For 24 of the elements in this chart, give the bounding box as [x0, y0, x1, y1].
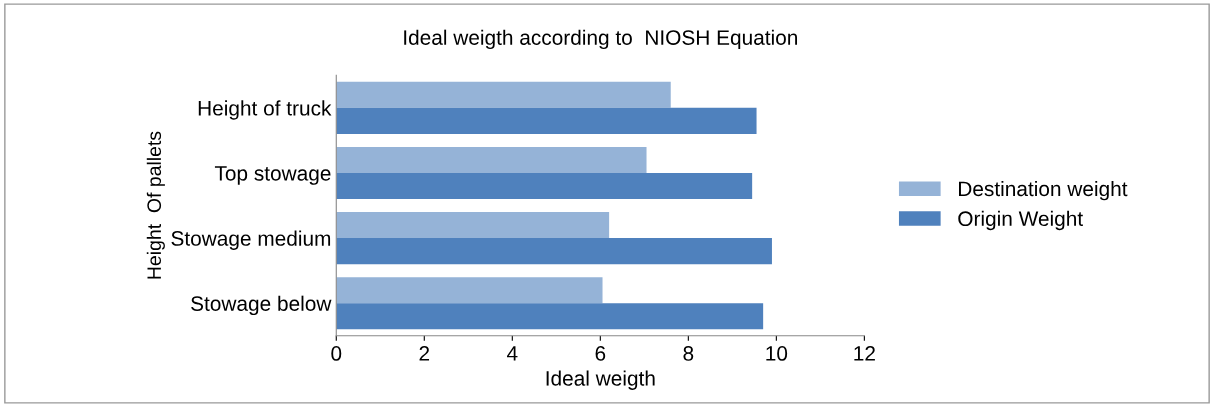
x-tick-label: 4 — [506, 346, 518, 361]
bar — [336, 146, 647, 173]
x-tick-label: 8 — [683, 346, 694, 361]
y-axis-title: Height Of pallets — [146, 131, 165, 279]
bar — [336, 238, 772, 265]
bar — [336, 212, 610, 239]
bar — [336, 277, 603, 304]
y-tick-label: Top stowage — [214, 166, 331, 185]
bar — [336, 303, 764, 330]
x-tick-label: 0 — [331, 346, 342, 361]
x-tick-label: 12 — [854, 346, 875, 361]
bar — [336, 172, 753, 200]
y-tick-label: Height of truck — [198, 100, 332, 120]
legend-label: Destination weight — [959, 180, 1128, 201]
x-tick-label: 2 — [419, 346, 430, 361]
bar — [336, 81, 671, 108]
x-axis-title: Ideal weigth — [546, 370, 655, 390]
y-tick-label: Stowage below — [191, 295, 332, 316]
legend-label: Origin Weight — [958, 210, 1083, 231]
x-tick-label: 6 — [595, 346, 606, 361]
x-tick-label: 10 — [766, 346, 788, 361]
chart-title: Ideal weigth according to NIOSH Equation — [404, 29, 798, 50]
y-tick-label: Stowage medium — [171, 230, 331, 250]
bar — [336, 107, 757, 134]
